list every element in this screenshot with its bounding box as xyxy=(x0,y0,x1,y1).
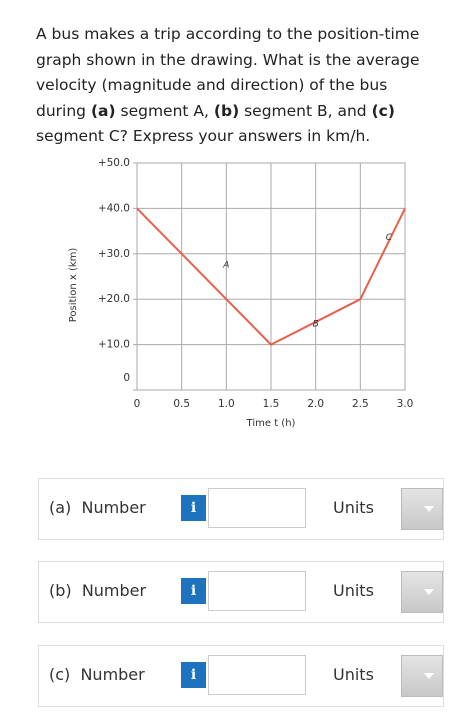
y-tick-label: 0 xyxy=(123,372,130,384)
question-text: segment A, xyxy=(115,101,214,120)
info-button[interactable]: i xyxy=(181,662,206,688)
number-input[interactable] xyxy=(208,655,306,695)
segment-label: A xyxy=(222,260,229,270)
info-button[interactable]: i xyxy=(181,495,206,521)
units-label: Units xyxy=(333,581,374,600)
answer-row: (a) Number i Units xyxy=(38,478,444,540)
question-text: A bus makes a trip according to the posi… xyxy=(36,25,420,120)
question-part: (b) xyxy=(213,101,240,120)
units-dropdown[interactable] xyxy=(401,488,443,530)
units-label: Units xyxy=(333,498,374,517)
x-tick-label: 0.5 xyxy=(173,398,190,410)
question: A bus makes a trip according to the posi… xyxy=(36,22,438,150)
y-tick-label: +50.0 xyxy=(98,157,130,169)
chart: 0 +10.0 +20.0 +30.0 +40.0 +50.0 0 0.5 1.0 1.5 2.0 2… xyxy=(68,157,414,429)
info-button[interactable]: i xyxy=(181,578,206,604)
units-dropdown[interactable] xyxy=(401,655,443,697)
answer-row: (c) Number i Units xyxy=(38,645,444,707)
row-label: (c) Number xyxy=(49,665,145,684)
number-input[interactable] xyxy=(208,571,306,611)
answer-row: (b) Number i Units xyxy=(38,561,444,623)
y-tick-label: +30.0 xyxy=(98,248,130,260)
y-tick-label: +10.0 xyxy=(98,339,130,351)
x-tick-label: 3.0 xyxy=(397,398,414,410)
y-axis-label: Position x (km) xyxy=(68,248,79,323)
question-text: segment B, and xyxy=(239,101,372,120)
field-label: Number xyxy=(80,665,145,684)
x-tick-label: 2.0 xyxy=(307,398,324,410)
x-axis-label: Time t (h) xyxy=(246,418,296,429)
question-part: (c) xyxy=(371,101,395,120)
segment-label: B xyxy=(313,319,319,329)
units-label: Units xyxy=(333,665,374,684)
x-tick-label: 0 xyxy=(134,398,141,410)
y-tick-label: +20.0 xyxy=(98,293,130,305)
y-tick-label: +40.0 xyxy=(98,202,130,214)
field-label: Number xyxy=(81,581,147,600)
x-tick-label: 1.0 xyxy=(218,398,235,410)
segment-label: C xyxy=(386,233,393,243)
row-label: (b) Number xyxy=(49,581,146,600)
x-tick-label: 1.5 xyxy=(263,398,280,410)
field-label: Number xyxy=(81,498,146,517)
question-part: (a) xyxy=(90,101,116,120)
part-label: (b) xyxy=(49,581,72,600)
x-tick-label: 2.5 xyxy=(352,398,369,410)
number-input[interactable] xyxy=(208,488,306,528)
question-text: segment C? Express your answers in km/h. xyxy=(36,127,371,145)
part-label: (a) xyxy=(49,498,72,517)
position-line xyxy=(136,207,406,346)
row-label: (a) Number xyxy=(49,498,146,517)
part-label: (c) xyxy=(49,665,71,684)
units-dropdown[interactable] xyxy=(401,571,443,613)
